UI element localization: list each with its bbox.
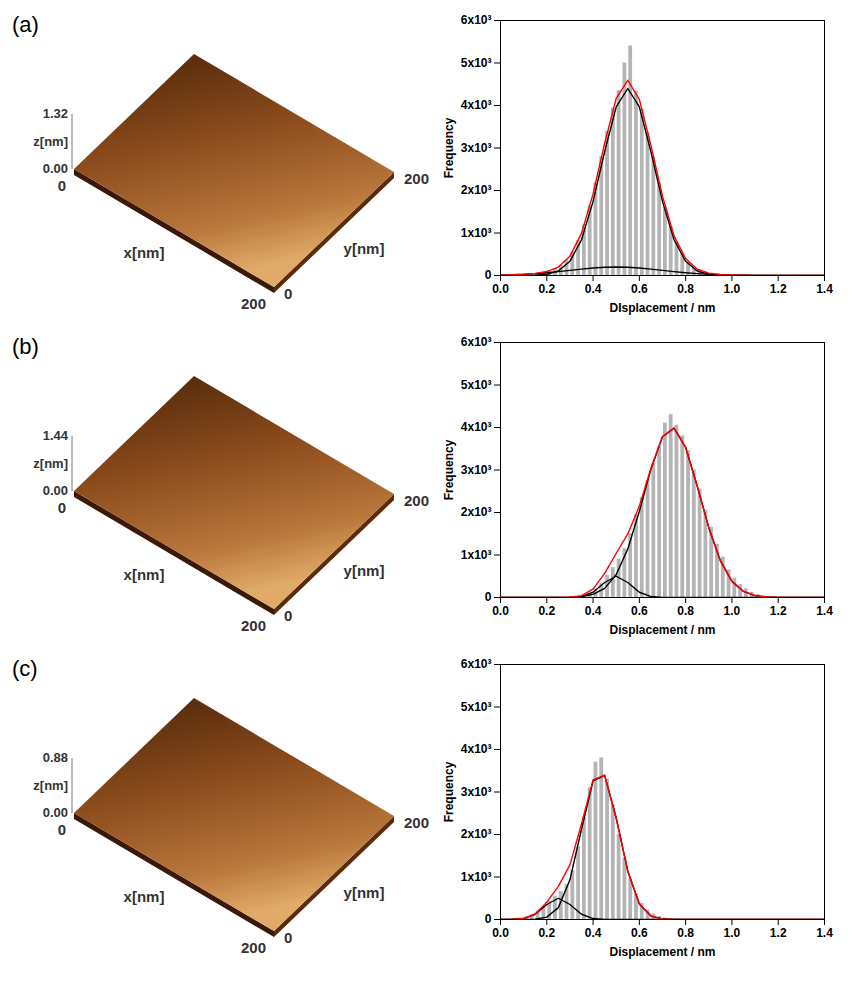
svg-text:x[nm]: x[nm] [124, 888, 165, 905]
svg-text:0.6: 0.6 [631, 282, 648, 296]
svg-text:0.8: 0.8 [677, 926, 694, 940]
svg-text:Frequency: Frequency [442, 761, 456, 822]
svg-text:y[nm]: y[nm] [344, 562, 385, 579]
svg-text:1.2: 1.2 [770, 282, 787, 296]
svg-text:200: 200 [241, 939, 266, 956]
svg-text:1.2: 1.2 [770, 926, 787, 940]
svg-text:5x10³: 5x10³ [461, 378, 492, 392]
svg-text:y[nm]: y[nm] [344, 884, 385, 901]
svg-text:0.00: 0.00 [43, 161, 68, 176]
svg-text:1.4: 1.4 [816, 604, 833, 618]
svg-text:(c): (c) [12, 656, 38, 681]
svg-text:DIsplacement / nm: DIsplacement / nm [609, 301, 715, 315]
svg-text:0.0: 0.0 [492, 282, 509, 296]
svg-text:1x10³: 1x10³ [461, 226, 492, 240]
svg-text:0.8: 0.8 [677, 282, 694, 296]
svg-text:0.2: 0.2 [538, 282, 555, 296]
svg-text:0: 0 [284, 929, 292, 946]
svg-text:0: 0 [58, 821, 66, 838]
svg-text:x[nm]: x[nm] [124, 244, 165, 261]
svg-text:0.2: 0.2 [538, 926, 555, 940]
svg-text:Frequency: Frequency [442, 439, 456, 500]
svg-text:0: 0 [485, 268, 492, 282]
svg-text:4x10³: 4x10³ [461, 420, 492, 434]
svg-text:3x10³: 3x10³ [461, 785, 492, 799]
svg-text:200: 200 [404, 170, 429, 187]
svg-text:1x10³: 1x10³ [461, 548, 492, 562]
svg-text:0: 0 [284, 607, 292, 624]
svg-text:1.0: 1.0 [724, 604, 741, 618]
svg-text:2x10³: 2x10³ [461, 827, 492, 841]
svg-text:3x10³: 3x10³ [461, 141, 492, 155]
svg-text:1.44: 1.44 [43, 428, 69, 443]
svg-text:1.0: 1.0 [724, 282, 741, 296]
svg-text:200: 200 [404, 492, 429, 509]
svg-text:(a): (a) [12, 12, 39, 37]
svg-text:Frequency: Frequency [442, 117, 456, 178]
svg-text:1.0: 1.0 [724, 926, 741, 940]
svg-text:Displacement / nm: Displacement / nm [609, 945, 715, 959]
svg-text:0.00: 0.00 [43, 805, 68, 820]
svg-text:0: 0 [485, 912, 492, 926]
svg-text:2x10³: 2x10³ [461, 183, 492, 197]
svg-text:1.4: 1.4 [816, 926, 833, 940]
svg-text:5x10³: 5x10³ [461, 700, 492, 714]
svg-text:6x10³: 6x10³ [461, 13, 492, 27]
svg-text:0: 0 [58, 177, 66, 194]
svg-text:0.6: 0.6 [631, 604, 648, 618]
svg-text:(b): (b) [12, 334, 39, 359]
svg-text:0.4: 0.4 [585, 282, 602, 296]
svg-text:z[nm]: z[nm] [33, 134, 68, 149]
svg-text:6x10³: 6x10³ [461, 335, 492, 349]
svg-text:0.4: 0.4 [585, 926, 602, 940]
svg-text:0.2: 0.2 [538, 604, 555, 618]
svg-text:0.88: 0.88 [43, 750, 68, 765]
svg-text:0.00: 0.00 [43, 483, 68, 498]
svg-text:4x10³: 4x10³ [461, 98, 492, 112]
svg-text:200: 200 [241, 617, 266, 634]
svg-text:x[nm]: x[nm] [124, 566, 165, 583]
svg-text:2x10³: 2x10³ [461, 505, 492, 519]
svg-text:0.4: 0.4 [585, 604, 602, 618]
svg-text:6x10³: 6x10³ [461, 657, 492, 671]
svg-text:Displacement / nm: Displacement / nm [609, 623, 715, 637]
svg-text:z[nm]: z[nm] [33, 456, 68, 471]
svg-text:200: 200 [404, 814, 429, 831]
svg-text:4x10³: 4x10³ [461, 742, 492, 756]
svg-text:0.6: 0.6 [631, 926, 648, 940]
svg-text:0: 0 [485, 590, 492, 604]
svg-text:1.4: 1.4 [816, 282, 833, 296]
svg-text:0.8: 0.8 [677, 604, 694, 618]
svg-text:1.32: 1.32 [43, 106, 68, 121]
svg-text:0.0: 0.0 [492, 604, 509, 618]
svg-text:1.2: 1.2 [770, 604, 787, 618]
svg-text:5x10³: 5x10³ [461, 56, 492, 70]
svg-text:200: 200 [241, 295, 266, 312]
svg-text:z[nm]: z[nm] [33, 778, 68, 793]
svg-text:3x10³: 3x10³ [461, 463, 492, 477]
svg-text:0.0: 0.0 [492, 926, 509, 940]
svg-text:y[nm]: y[nm] [344, 240, 385, 257]
svg-text:1x10³: 1x10³ [461, 870, 492, 884]
svg-text:0: 0 [58, 499, 66, 516]
svg-text:0: 0 [284, 285, 292, 302]
